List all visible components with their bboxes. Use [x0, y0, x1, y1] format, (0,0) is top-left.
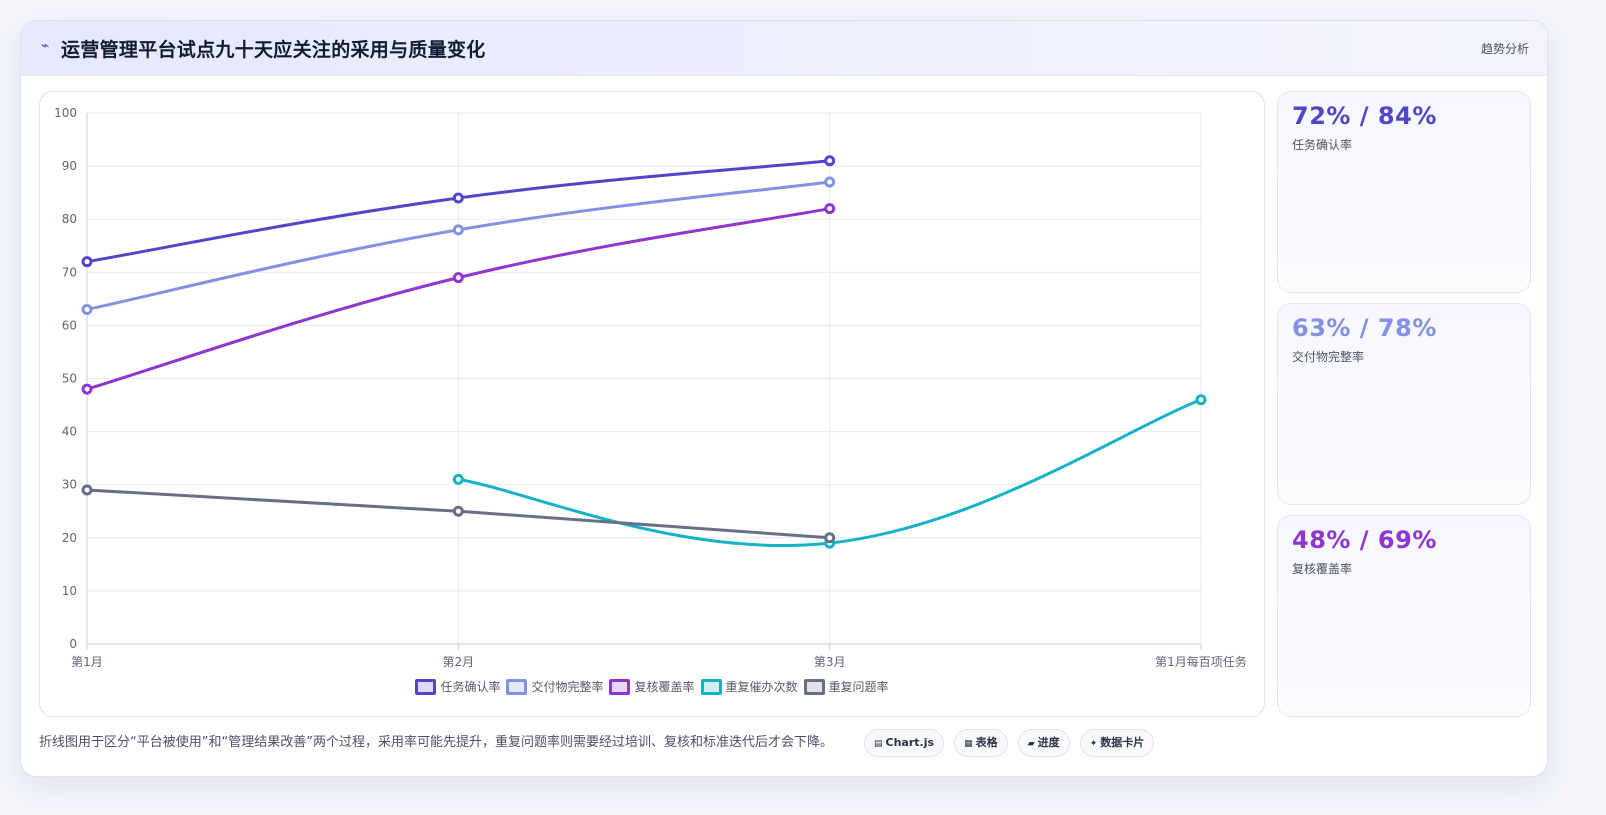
y-tick-label: 60	[62, 318, 77, 332]
series-point-2	[81, 383, 93, 395]
chip-data-card[interactable]: ✦ 数据卡片	[1079, 729, 1155, 757]
y-tick-label: 50	[62, 372, 77, 386]
legend-item-1[interactable]: 交付物完整率	[506, 678, 603, 695]
analysis-type-tag: 趋势分析	[1480, 42, 1529, 56]
legend-item-3[interactable]: 重复催办次数	[700, 678, 798, 695]
series-point-0	[824, 155, 836, 167]
report-card: ⌁ 运营管理平台试点九十天应关注的采用与质量变化 趋势分析 0 10 20 30 40 5…	[20, 20, 1548, 777]
series-point-4	[824, 532, 836, 544]
series-point-1	[81, 303, 93, 315]
chip-progress[interactable]: ▰ 进度	[1017, 729, 1070, 757]
legend-swatch	[803, 678, 825, 695]
legend-item-0[interactable]: 任务确认率	[415, 678, 500, 695]
kpi-card-deliverable: 63% / 78% 交付物完整率	[1277, 303, 1531, 505]
kpi-card-review: 48% / 69% 复核覆盖率	[1277, 515, 1531, 717]
line-chart: 0 10 20 30 40 50 60 70 80 90 100 第1月 第2月 第3月 第1月每百项任务	[54, 106, 1247, 669]
series-point-0	[452, 192, 464, 204]
legend-label: 重复催办次数	[725, 680, 798, 694]
y-tick-label: 40	[62, 425, 77, 439]
series-point-3	[452, 473, 464, 485]
series-point-1	[824, 176, 836, 188]
legend-label: 复核覆盖率	[634, 680, 695, 694]
trend-icon: ⌁	[41, 38, 50, 54]
y-tick-label: 30	[62, 478, 77, 492]
chip-table[interactable]: ▦ 表格	[954, 729, 1008, 757]
legend-swatch	[700, 678, 722, 695]
x-tick-label: 第3月	[814, 655, 846, 669]
table-icon: ▦	[964, 739, 973, 749]
series-point-0	[81, 256, 93, 268]
footer-note: 折线图用于区分“平台被使用”和“管理结果改善”两个过程，采用率可能先提升，重复问…	[39, 735, 833, 750]
series-point-4	[81, 484, 93, 496]
card-icon: ✦	[1089, 739, 1098, 749]
legend-label: 交付物完整率	[531, 680, 604, 694]
source-chips: ▤ Chart.js ▦ 表格 ▰ 进度 ✦ 数据卡片	[864, 729, 1159, 757]
kpi-label: 复核覆盖率	[1292, 562, 1353, 576]
chip-chartjs[interactable]: ▤ Chart.js	[864, 729, 945, 757]
legend-item-4[interactable]: 重复问题率	[803, 678, 889, 695]
y-tick-label: 0	[69, 637, 77, 651]
legend-swatch	[506, 678, 528, 695]
kpi-column: 72% / 84% 任务确认率 63% / 78% 交付物完整率 48% / 6…	[1277, 91, 1531, 717]
y-tick-label: 70	[62, 265, 77, 279]
kpi-label: 任务确认率	[1292, 138, 1353, 152]
kpi-value: 63% / 78%	[1292, 314, 1437, 342]
kpi-card-task-confirm: 72% / 84% 任务确认率	[1277, 91, 1531, 293]
chart-legend: 任务确认率 交付物完整率 复核覆盖率 重复催办次数 重复问题率	[40, 678, 1264, 695]
kpi-label: 交付物完整率	[1292, 350, 1365, 364]
card-header: ⌁ 运营管理平台试点九十天应关注的采用与质量变化 趋势分析	[21, 21, 1547, 76]
legend-label: 重复问题率	[828, 680, 889, 694]
y-tick-label: 100	[54, 106, 77, 120]
legend-label: 任务确认率	[440, 680, 501, 694]
page-title: 运营管理平台试点九十天应关注的采用与质量变化	[61, 39, 486, 61]
y-tick-label: 90	[62, 159, 77, 173]
legend-item-2[interactable]: 复核覆盖率	[609, 678, 695, 695]
kpi-value: 72% / 84%	[1292, 102, 1437, 130]
y-tick-label: 10	[62, 584, 77, 598]
x-tick-label: 第1月每百项任务	[1155, 654, 1247, 669]
series-point-4	[452, 505, 464, 517]
series-point-3	[1195, 394, 1207, 406]
chart-icon: ▤	[874, 739, 883, 749]
y-tick-label: 20	[62, 531, 77, 545]
series-point-1	[452, 224, 464, 236]
chip-label: 表格	[975, 736, 998, 749]
kpi-value: 48% / 69%	[1292, 526, 1437, 554]
x-tick-label: 第2月	[443, 655, 475, 669]
series-point-2	[452, 272, 464, 284]
legend-swatch	[609, 678, 631, 695]
legend-swatch	[415, 678, 437, 695]
y-tick-label: 80	[62, 212, 77, 226]
x-tick-label: 第1月	[71, 655, 103, 669]
chip-label: Chart.js	[885, 736, 935, 749]
line-chart-panel: 0 10 20 30 40 50 60 70 80 90 100 第1月 第2月 第3月 第1月每百项任务 …	[39, 91, 1265, 717]
progress-icon: ▰	[1027, 739, 1035, 749]
chip-label: 数据卡片	[1100, 736, 1145, 749]
series-point-2	[824, 203, 836, 215]
chip-label: 进度	[1037, 736, 1060, 749]
